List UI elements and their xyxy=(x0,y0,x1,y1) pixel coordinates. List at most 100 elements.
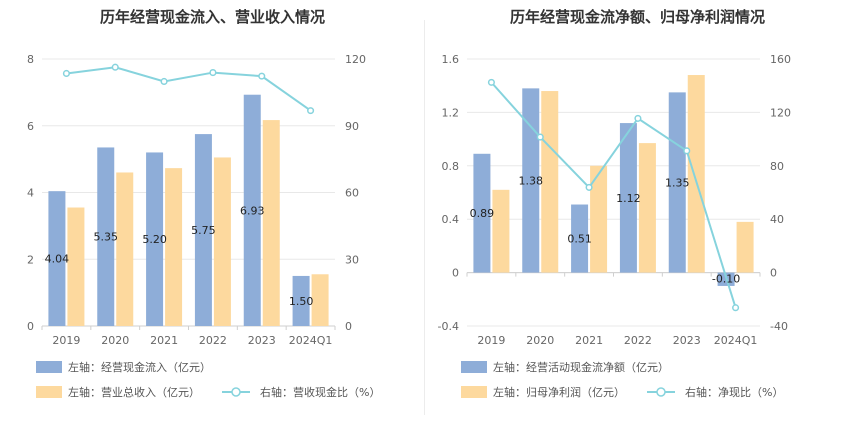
panel-divider xyxy=(424,20,425,415)
x-tick-label: 2022 xyxy=(199,334,227,347)
series-line xyxy=(66,66,312,112)
bar-primary xyxy=(571,204,589,273)
y-right-tick: 160 xyxy=(770,53,791,66)
y-right-tick: 80 xyxy=(770,160,784,173)
legend-label[interactable]: 右轴：营收现金比（%） xyxy=(260,385,380,399)
line-point xyxy=(585,183,593,191)
y-left-tick: 0 xyxy=(27,320,34,333)
y-right-tick: 120 xyxy=(770,106,791,119)
legend-swatch[interactable] xyxy=(461,386,487,398)
x-tick-label: 2019 xyxy=(52,334,80,347)
legend-swatch[interactable] xyxy=(36,361,62,373)
bar-data-label: 1.35 xyxy=(665,176,690,189)
legend-label[interactable]: 左轴：经营活动现金流净额（亿元） xyxy=(493,360,669,374)
bar-secondary xyxy=(116,172,134,326)
chart-panel-right: 历年经营现金流净额、归母净利润情况 -0.4 0 0.4 0.8 1.2 1.6 -40 0 4… xyxy=(425,0,850,436)
chart-0: 0 2 4 6 8 0 30 60 90 120 2019 2020 2021 2022 2023 2024Q… xyxy=(27,53,380,399)
y-left-tick: 0.4 xyxy=(442,213,460,226)
legend-swatch[interactable] xyxy=(36,386,62,398)
y-right-tick: 60 xyxy=(345,187,359,200)
line-point xyxy=(160,77,168,86)
bar-primary xyxy=(48,191,66,326)
bar-primary xyxy=(194,134,212,326)
bar-data-label: 1.38 xyxy=(519,174,544,187)
x-tick-label: 2021 xyxy=(575,334,603,347)
bar-data-label: 5.75 xyxy=(191,224,216,237)
y-left-tick: 1.6 xyxy=(442,53,460,66)
y-right-tick: -40 xyxy=(770,320,788,333)
y-left-tick: -0.4 xyxy=(438,320,459,333)
bar-data-label: 0.89 xyxy=(470,207,495,220)
y-left-tick: 2 xyxy=(27,253,34,266)
legend-label[interactable]: 左轴：归母净利润（亿元） xyxy=(493,385,625,399)
line-point xyxy=(62,69,70,78)
legend-line-marker[interactable] xyxy=(231,387,241,397)
x-tick-label: 2023 xyxy=(673,334,701,347)
bar-data-label: 5.20 xyxy=(142,233,167,246)
bar-data-label: 5.35 xyxy=(94,231,119,244)
bar-primary xyxy=(292,275,310,326)
x-tick-label: 2021 xyxy=(150,334,178,347)
line-point xyxy=(307,107,315,115)
bar-primary xyxy=(668,92,686,273)
legend-swatch[interactable] xyxy=(461,361,487,373)
line-point xyxy=(683,147,691,155)
y-right-tick: 0 xyxy=(345,320,352,333)
line-point xyxy=(536,133,544,141)
line-point xyxy=(258,72,266,80)
x-tick-label: 2020 xyxy=(101,334,129,347)
bar-secondary xyxy=(638,143,656,273)
y-right-tick: 0 xyxy=(770,267,777,280)
x-tick-label: 2023 xyxy=(248,334,276,347)
bar-secondary xyxy=(736,221,754,273)
legend-label[interactable]: 左轴：营业总收入（亿元） xyxy=(68,385,200,399)
bar-primary xyxy=(473,153,491,273)
bar-primary xyxy=(97,147,115,326)
chart-title-right: 历年经营现金流净额、归母净利润情况 xyxy=(509,8,765,26)
chart-panel-left: 历年经营现金流入、营业收入情况 0 2 4 6 8 0 30 60 90 120 2019 2020 2… xyxy=(27,8,380,399)
bar-data-label: 1.50 xyxy=(289,295,314,308)
y-left-tick: 1.2 xyxy=(442,106,460,119)
y-right-tick: 40 xyxy=(770,213,784,226)
y-left-tick: 4 xyxy=(27,187,34,200)
bar-data-label: 6.93 xyxy=(240,204,265,217)
bar-data-label: 1.12 xyxy=(616,192,641,205)
x-tick-label: 2019 xyxy=(477,334,505,347)
bar-primary xyxy=(146,152,164,326)
line-point xyxy=(634,114,642,122)
bar-primary xyxy=(243,94,261,327)
bar-secondary xyxy=(311,274,329,326)
y-left-tick: 0.8 xyxy=(442,160,460,173)
bar-secondary xyxy=(262,120,280,326)
chart-1: -0.4 0 0.4 0.8 1.2 1.6 -40 0 40 80 120 160 2019 2020 2… xyxy=(438,53,791,399)
bar-data-label: -0.10 xyxy=(712,273,740,286)
bar-primary xyxy=(522,88,540,273)
x-tick-label: 2024Q1 xyxy=(714,334,758,347)
legend-line-marker[interactable] xyxy=(656,387,666,397)
bar-secondary xyxy=(492,189,510,273)
line-point xyxy=(209,69,217,77)
bar-secondary xyxy=(687,75,705,273)
bar-secondary xyxy=(67,207,85,326)
bar-data-label: 0.51 xyxy=(567,233,592,246)
chart-title-left: 历年经营现金流入、营业收入情况 xyxy=(99,8,325,26)
bar-primary xyxy=(619,123,637,273)
y-right-tick: 30 xyxy=(345,253,359,266)
y-left-tick: 6 xyxy=(27,120,34,133)
line-point xyxy=(487,78,495,86)
x-tick-label: 2022 xyxy=(624,334,652,347)
y-right-tick: 120 xyxy=(345,53,366,66)
line-point xyxy=(111,63,119,71)
bar-secondary xyxy=(213,157,231,326)
line-point xyxy=(732,304,740,312)
bar-secondary xyxy=(165,168,183,326)
bar-secondary xyxy=(590,165,608,273)
y-left-tick: 8 xyxy=(27,53,34,66)
x-tick-label: 2020 xyxy=(526,334,554,347)
y-left-tick: 0 xyxy=(452,267,459,280)
legend-label[interactable]: 左轴：经营现金流入（亿元） xyxy=(68,360,211,374)
bar-data-label: 4.04 xyxy=(45,253,70,266)
series-line xyxy=(490,81,737,309)
legend-label[interactable]: 右轴：净现比（%） xyxy=(685,385,783,399)
y-right-tick: 90 xyxy=(345,120,359,133)
